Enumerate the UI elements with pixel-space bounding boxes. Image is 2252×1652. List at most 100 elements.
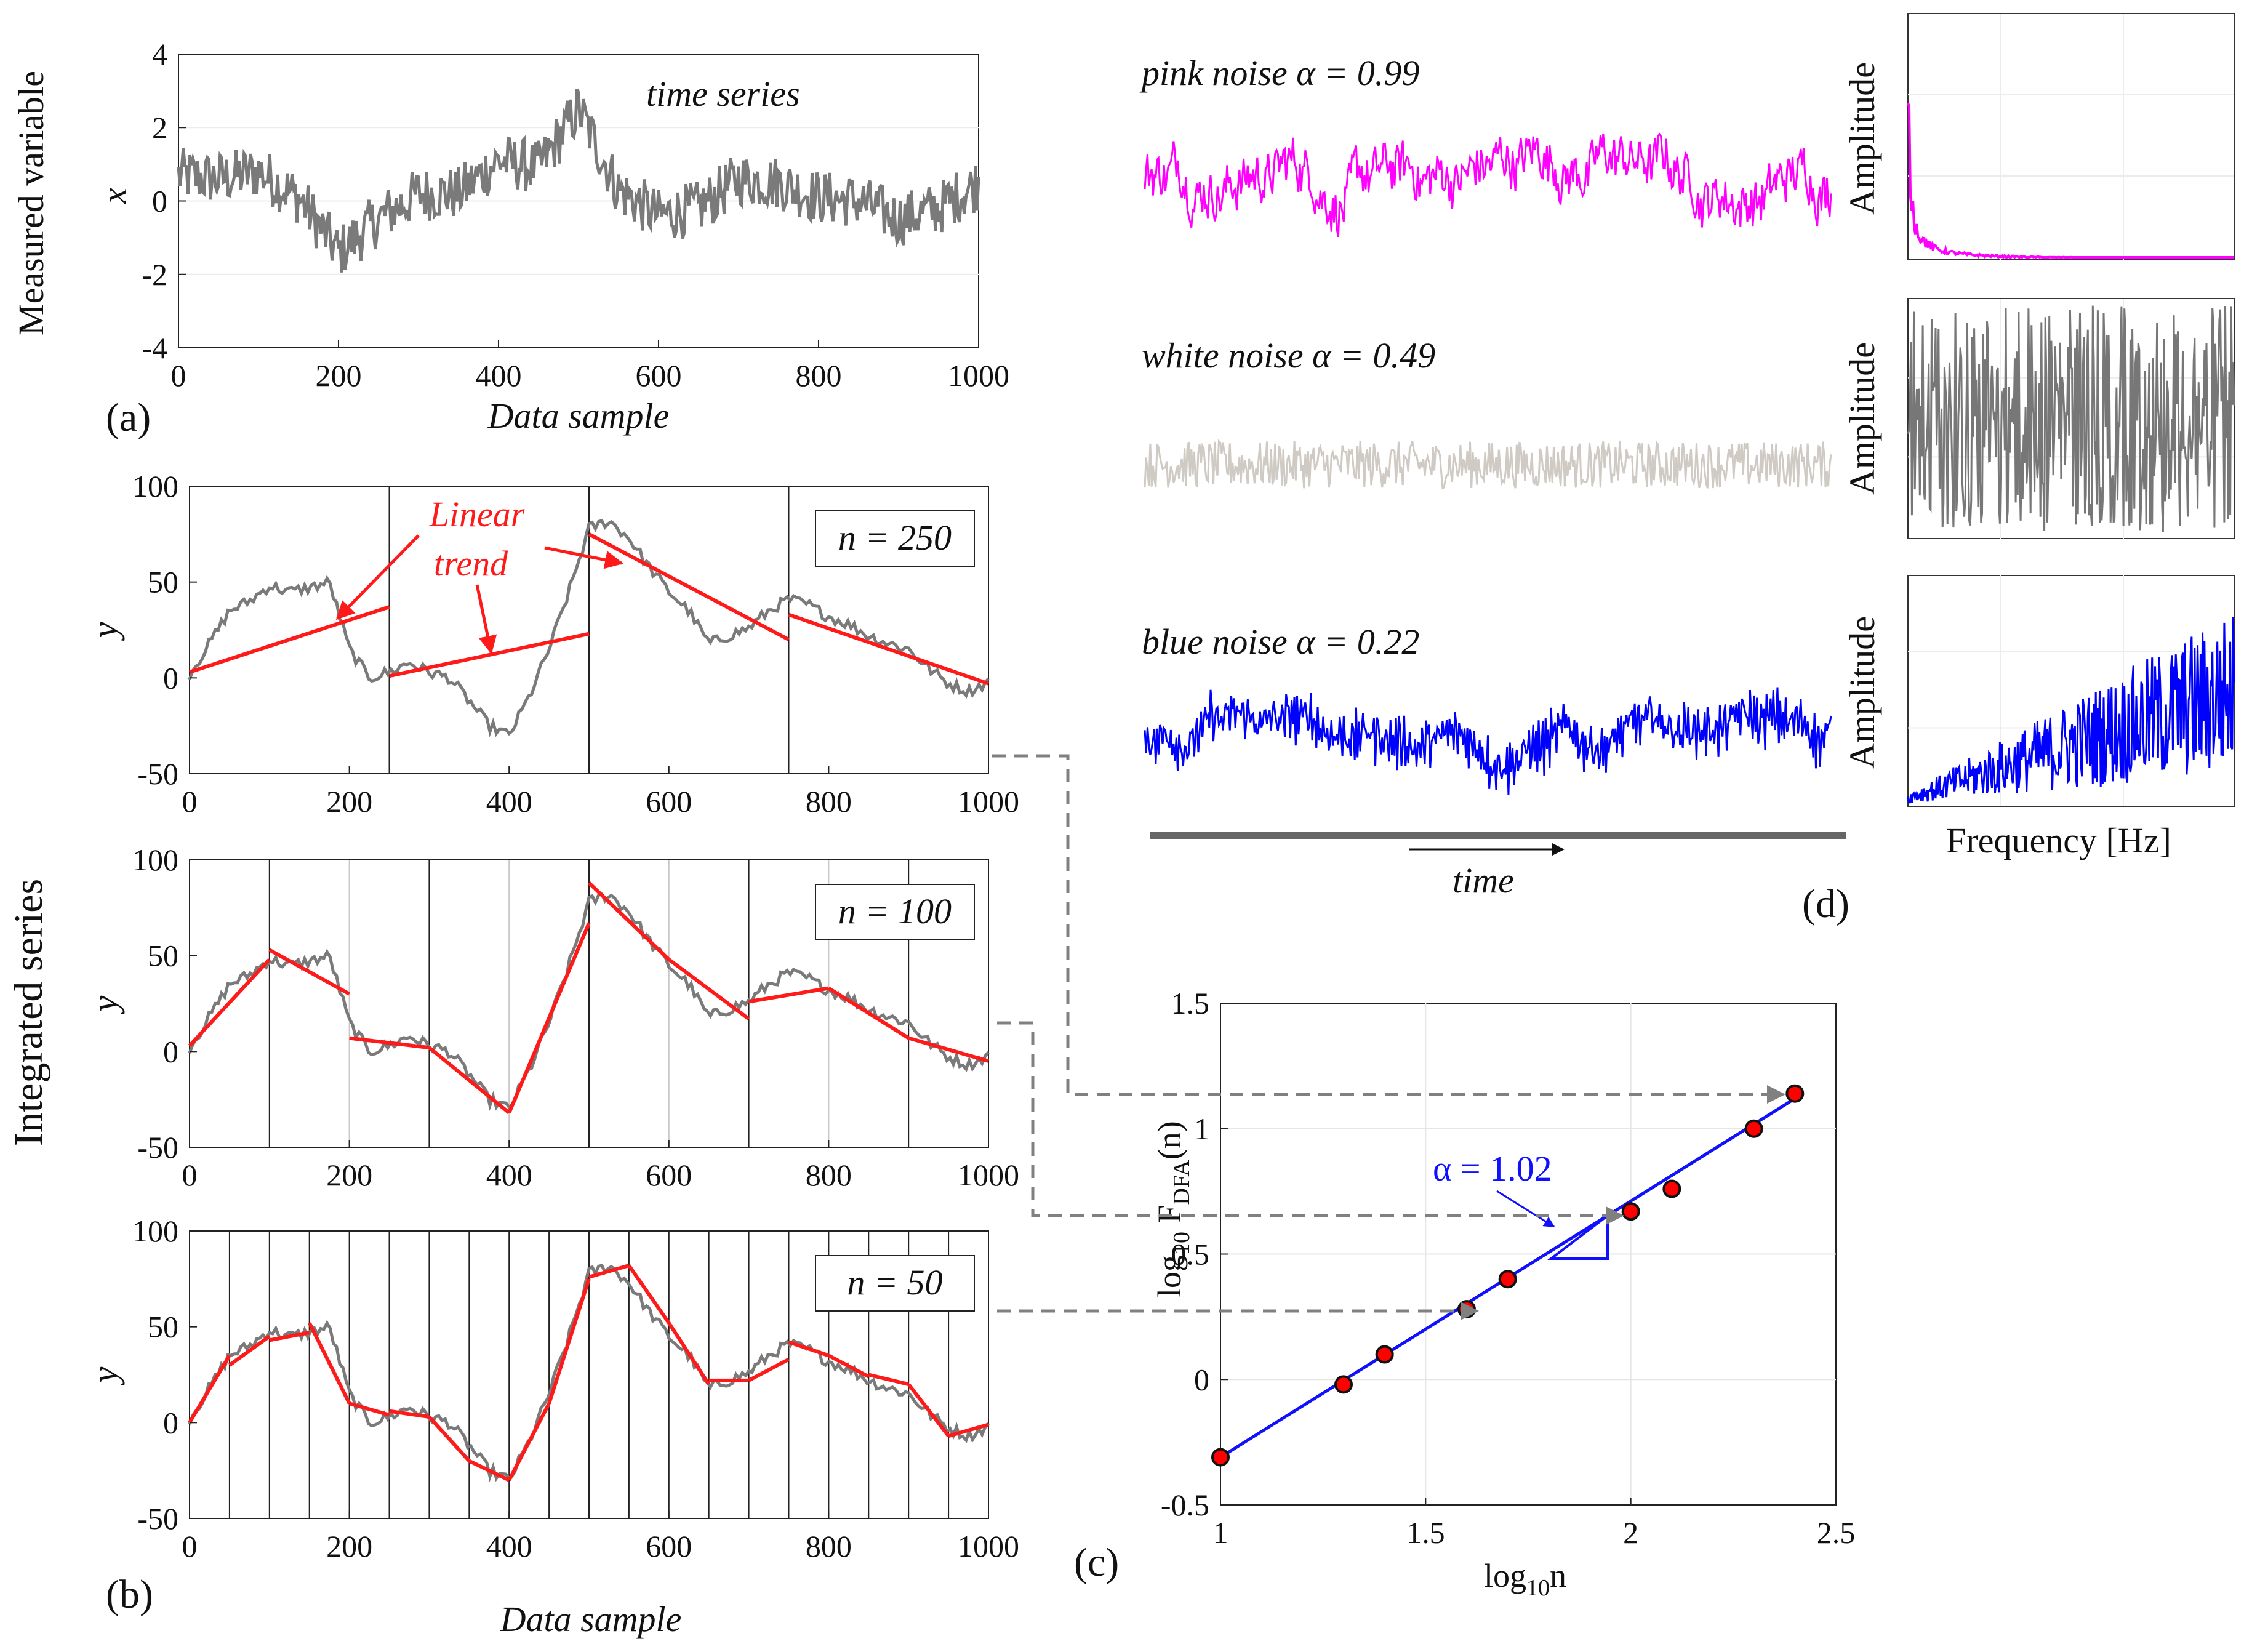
panel-b-trend-segment	[228, 1334, 271, 1367]
connector-n250	[992, 754, 1785, 1104]
panel-a-xtick-label: 1000	[948, 358, 1009, 393]
panel-b-xtick-label: 200	[326, 1529, 372, 1563]
panel-c-xtick-label: 1	[1213, 1515, 1228, 1550]
panel-b-trend-segment	[428, 1415, 471, 1462]
panel-c: 1 1.5 2 2.5 1.510.50-0.5 α = 1.02 log10 FDF…	[1074, 986, 1855, 1601]
panel-a-ytick-label: 4	[152, 37, 167, 71]
panel-c-ytick-label: 1.5	[1171, 986, 1210, 1020]
panel-b-xtick-label: 800	[806, 1529, 852, 1563]
panel-b-xtick-label: 800	[806, 1158, 852, 1192]
panel-a-xtick-label: 0	[171, 358, 186, 393]
panel-c-slope-triangle	[1547, 1213, 1609, 1260]
pink-noise-trace	[1144, 132, 1832, 238]
panel-d-label: (d)	[1802, 881, 1849, 926]
panel-c-ylabel-end: (n)	[1151, 1121, 1188, 1160]
panel-b-trend-segment	[428, 1046, 511, 1115]
panel-b-trend-segment	[748, 986, 829, 1004]
panel-c-ylabel-log: log	[1151, 1255, 1188, 1297]
panel-c-ylabel: log10 FDFA(n)	[1151, 1121, 1195, 1297]
panel-b-ylabel: y	[85, 622, 125, 641]
panel-a-xtick-label: 400	[476, 358, 522, 393]
panel-c-data-point	[1744, 1119, 1763, 1138]
panel-a-ytick-label: -4	[142, 331, 167, 365]
panel-b-trend-segment	[748, 1357, 790, 1382]
time-label: time	[1453, 860, 1514, 900]
panel-c-ytick-label: 1	[1194, 1112, 1209, 1146]
panel-b-trend-segment	[627, 1264, 671, 1325]
panel-a-series-line	[177, 88, 980, 273]
panel-c-xtick-label: 2	[1623, 1515, 1638, 1550]
panel-c-xtick-label: 1.5	[1406, 1515, 1445, 1550]
panel-b-xtick-label: 0	[182, 784, 198, 819]
panel-b-trend-segment	[348, 1401, 390, 1417]
panel-c-slope-arrow	[1496, 1190, 1555, 1228]
panel-b-xtick-label: 600	[646, 1529, 692, 1563]
panel-b-ytick-label: 0	[163, 1034, 178, 1069]
panel-b-trend-segment	[827, 1353, 870, 1379]
panel-b-trend-segment	[668, 958, 750, 1020]
panel-a-ytick-label: 0	[152, 184, 167, 219]
panel-a-ytick-label: -2	[142, 257, 167, 292]
panel-b-ytick-label: 50	[148, 939, 178, 973]
panel-a-outer-ylabel: Measured variable	[11, 71, 51, 335]
panel-b-xtick-label: 600	[646, 784, 692, 819]
panel-b-trend-segment	[468, 1459, 510, 1482]
panel-b-ytick-label: 50	[148, 565, 178, 599]
panel-b-label: (b)	[106, 1572, 153, 1617]
frequency-label: Frequency [Hz]	[1946, 820, 2171, 860]
pink-spectrum-line	[1907, 102, 2234, 260]
panel-b-ytick-label: 100	[132, 469, 178, 503]
panel-c-label: (c)	[1074, 1540, 1119, 1585]
panel-c-xtick-label: 2.5	[1817, 1515, 1856, 1550]
panel-b-trend-segment	[868, 1373, 909, 1386]
blue-noise-trace	[1144, 687, 1832, 795]
panel-b-ytick-label: 0	[163, 660, 178, 695]
panel-c-data-point	[1211, 1448, 1230, 1467]
panel-b-trend-segment	[588, 532, 790, 641]
white-noise-label: white noise α = 0.49	[1142, 335, 1435, 375]
panel-b-trend-segment	[788, 612, 989, 686]
panel-b-ytick-label: 100	[132, 1214, 178, 1248]
panel-a-label: (a)	[106, 395, 151, 440]
trend-annotation-line1: Linear	[429, 494, 525, 534]
panel-b-xtick-label: 1000	[958, 1529, 1019, 1563]
blue-spectrum-box	[1907, 575, 2235, 807]
panel-b-xtick-label: 0	[182, 1529, 198, 1563]
panel-b-n-box	[815, 510, 975, 567]
panel-c-ylabel-fsub: DFA	[1169, 1160, 1195, 1205]
panel-c-ytick-label: 0	[1194, 1362, 1209, 1397]
panel-a-xtick-label: 800	[796, 358, 842, 393]
panel-b-ytick-label: 50	[148, 1310, 178, 1344]
panel-a-ylabel: x	[94, 188, 134, 204]
pink-amplitude-label: Amplitude	[1842, 62, 1882, 215]
panel-c-ytick-label: -0.5	[1161, 1488, 1209, 1522]
panel-b-ytick-label: 0	[163, 1405, 178, 1440]
panel-b-axes	[189, 859, 989, 1148]
panel-b-ylabel: y	[85, 995, 125, 1014]
panel-c-data-point	[1662, 1179, 1681, 1198]
blue-spectrum-line	[1907, 617, 2235, 804]
panel-a-xtick-label: 600	[636, 358, 682, 393]
panel-c-data-point	[1621, 1202, 1640, 1221]
panel-b-ytick-label: -50	[137, 1501, 178, 1536]
panel-b-n-label: n = 50	[847, 1262, 942, 1302]
panel-b-trend-segment	[547, 1278, 591, 1405]
white-amplitude-label: Amplitude	[1842, 342, 1882, 495]
white-noise-trace	[1144, 439, 1832, 490]
panel-b-n-label: n = 250	[838, 518, 952, 558]
panel-b-xtick-label: 200	[326, 784, 372, 819]
panel-b-trend-segment	[349, 1036, 430, 1050]
panel-b-xlabel: Data sample	[500, 1599, 682, 1639]
white-spectrum-box	[1907, 298, 2235, 539]
pink-noise-label: pink noise α = 0.99	[1139, 53, 1419, 93]
panel-c-xlabel-log: log	[1484, 1557, 1526, 1594]
panel-b-trend-segment	[389, 1409, 430, 1419]
panel-b-series-line	[188, 518, 990, 738]
trend-arrow-2	[475, 584, 497, 654]
panel-c-data-point	[1334, 1375, 1353, 1394]
panel-c-slope-label: α = 1.02	[1433, 1149, 1552, 1189]
panel-a-ytick-label: 2	[152, 110, 167, 145]
